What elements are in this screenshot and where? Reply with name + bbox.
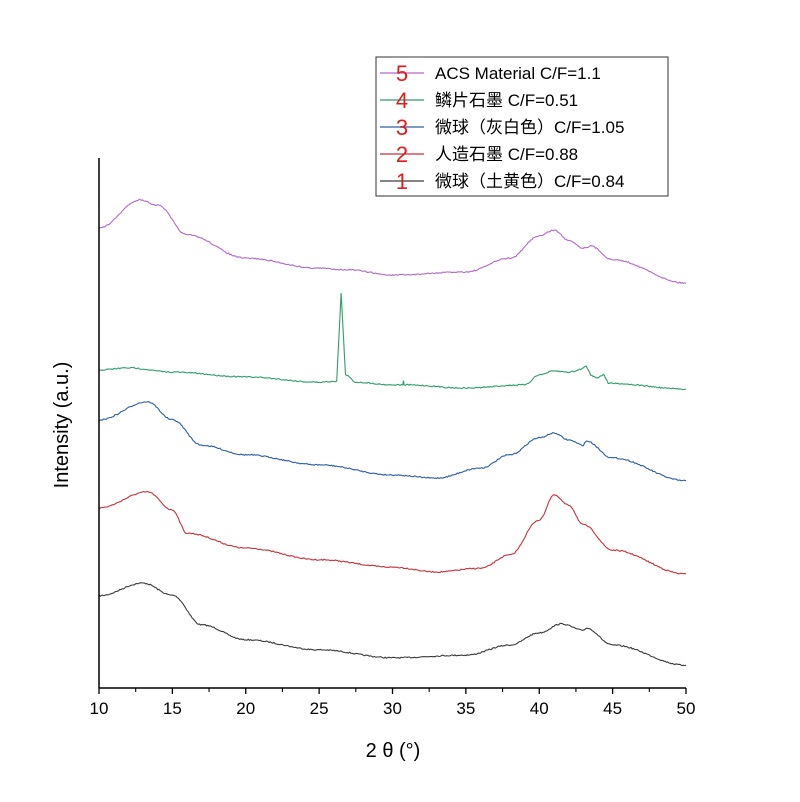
legend: 5 ACS Material C/F=1.1 4 鳞片石墨 C/F=0.51 3 微球（灰… [375, 56, 669, 197]
legend-number: 3 [396, 115, 408, 140]
series-line-5 [98, 198, 687, 285]
x-tick-label: 30 [383, 699, 402, 718]
x-tick-label: 40 [530, 699, 549, 718]
legend-number: 1 [396, 169, 408, 194]
legend-number: 4 [396, 88, 408, 113]
series-line-4 [98, 293, 687, 391]
legend-entry: 微球（灰白色）C/F=1.05 [435, 118, 624, 137]
x-tick-label: 15 [163, 699, 182, 718]
legend-entry: ACS Material C/F=1.1 [435, 64, 601, 83]
x-tick-label: 20 [236, 699, 255, 718]
legend-entry: 微球（土黄色）C/F=0.84 [435, 172, 624, 191]
series-line-3 [98, 400, 687, 482]
x-ticks: 10 15 20 25 30 35 40 45 50 [90, 688, 696, 718]
legend-entry: 鳞片石墨 C/F=0.51 [435, 91, 578, 110]
x-tick-label: 10 [90, 699, 109, 718]
x-tick-label: 50 [677, 699, 696, 718]
x-tick-label: 35 [456, 699, 475, 718]
x-axis-label: 2 θ (°) [366, 740, 421, 762]
legend-number: 2 [396, 142, 408, 167]
legend-box [375, 56, 669, 197]
y-axis-label: Intensity (a.u.) [51, 362, 73, 489]
series-line-1 [98, 582, 687, 667]
legend-entry: 人造石墨 C/F=0.88 [435, 145, 578, 164]
legend-number: 5 [396, 61, 408, 86]
series-line-2 [99, 490, 687, 575]
series-curves [98, 198, 687, 667]
x-tick-label: 25 [310, 699, 329, 718]
x-tick-label: 45 [603, 699, 622, 718]
